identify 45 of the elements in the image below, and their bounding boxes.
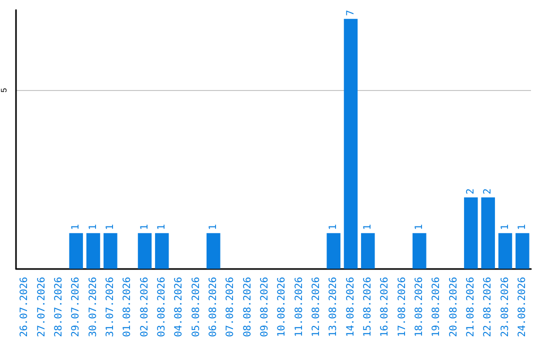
x-tick-label: 12.08.2026 [310, 276, 322, 338]
x-tick-label: 22.08.2026 [482, 276, 494, 338]
x-tick-label: 21.08.2026 [465, 276, 476, 338]
data-label: 7 [345, 10, 356, 16]
data-label: 1 [362, 224, 374, 230]
data-label: 1 [516, 224, 528, 230]
x-tick-label: 29.07.2026 [70, 276, 82, 338]
x-tick-label: 14.08.2026 [345, 276, 356, 338]
x-tick-label: 13.08.2026 [328, 276, 340, 338]
x-tick-label: 31.07.2026 [104, 276, 116, 338]
x-tick-label: 18.08.2026 [414, 276, 425, 338]
data-label: 1 [500, 224, 511, 230]
y-tick-label: 5 [0, 88, 8, 93]
x-tick-label: 11.08.2026 [294, 276, 305, 338]
x-tick-label: 09.08.2026 [259, 276, 270, 338]
x-tick-label: 05.08.2026 [190, 276, 202, 338]
x-tick-label: 16.08.2026 [380, 276, 391, 338]
x-tick-label: 27.07.2026 [36, 276, 48, 338]
x-tick-label: 04.08.2026 [174, 276, 185, 338]
data-label: 1 [88, 224, 99, 230]
x-tick-label: 24.08.2026 [516, 276, 528, 338]
x-tick-label: 20.08.2026 [448, 276, 460, 338]
data-label: 1 [414, 224, 425, 230]
data-label: 1 [208, 224, 219, 230]
data-label: 1 [328, 224, 340, 230]
data-label: 1 [104, 224, 116, 230]
x-tick-label: 26.07.2026 [19, 276, 30, 338]
x-tick-label: 03.08.2026 [156, 276, 168, 338]
x-tick-label: 15.08.2026 [362, 276, 374, 338]
x-tick-label: 17.08.2026 [396, 276, 408, 338]
x-tick-label: 19.08.2026 [431, 276, 442, 338]
x-tick-label: 23.08.2026 [500, 276, 511, 338]
x-tick-label: 06.08.2026 [208, 276, 219, 338]
x-tick-label: 01.08.2026 [122, 276, 134, 338]
x-tick-label: 10.08.2026 [276, 276, 288, 338]
data-label: 1 [156, 224, 168, 230]
x-tick-label: 07.08.2026 [225, 276, 236, 338]
x-tick-label: 08.08.2026 [242, 276, 254, 338]
x-tick-label: 28.07.2026 [53, 276, 64, 338]
x-tick-label: 30.07.2026 [88, 276, 99, 338]
data-label: 1 [70, 224, 82, 230]
data-label: 1 [139, 224, 150, 230]
data-label: 2 [465, 188, 476, 194]
data-label: 2 [482, 188, 494, 194]
x-tick-label: 02.08.2026 [139, 276, 150, 338]
